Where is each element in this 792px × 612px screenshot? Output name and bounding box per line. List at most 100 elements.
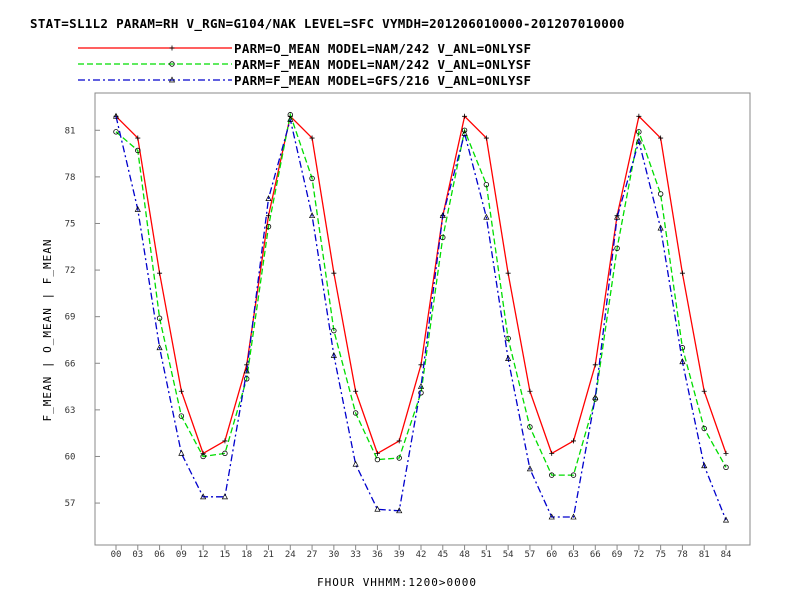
y-tick-label: 57 xyxy=(65,499,76,509)
data-point xyxy=(396,507,403,514)
x-tick-label: 30 xyxy=(328,550,339,560)
data-point xyxy=(156,315,163,321)
x-tick-label: 06 xyxy=(154,550,165,560)
data-point xyxy=(200,493,207,500)
data-point xyxy=(374,505,381,512)
y-tick-label: 60 xyxy=(65,452,76,462)
plot-frame xyxy=(94,92,751,546)
y-tick-label: 75 xyxy=(65,219,76,229)
y-tick-label: 63 xyxy=(65,406,76,416)
y-tick-label: 66 xyxy=(65,359,76,369)
data-point xyxy=(635,137,642,144)
data-point xyxy=(178,449,185,456)
series-0 xyxy=(113,113,729,456)
data-point xyxy=(135,135,141,141)
data-point xyxy=(178,388,184,394)
data-point xyxy=(308,212,316,219)
data-point xyxy=(527,388,533,394)
x-tick-label: 15 xyxy=(220,550,231,560)
data-point xyxy=(549,450,555,456)
data-point xyxy=(331,327,337,334)
data-point xyxy=(135,147,141,154)
data-point xyxy=(265,195,272,201)
data-point xyxy=(723,464,729,471)
data-point xyxy=(679,270,685,276)
data-point xyxy=(200,450,206,456)
data-point xyxy=(418,362,424,368)
series-line xyxy=(115,112,727,476)
series-layer xyxy=(112,112,730,523)
data-point xyxy=(352,410,359,416)
x-tick-label: 78 xyxy=(677,550,688,560)
y-axis-title: F_MEAN | O_MEAN | F_MEAN xyxy=(41,239,54,422)
legend-marker xyxy=(169,61,175,67)
data-point xyxy=(200,453,206,460)
y-tick-label: 69 xyxy=(65,313,76,323)
data-point xyxy=(723,450,729,456)
data-point xyxy=(483,135,489,141)
x-tick-label: 42 xyxy=(416,550,427,560)
x-axis: 00 03 06 09 12 15 18 21 24 27 30 33 36 39 42 45 48 51 54 57… xyxy=(111,545,732,560)
data-point xyxy=(701,425,707,432)
series-1 xyxy=(113,112,729,478)
data-point xyxy=(483,213,490,220)
data-point xyxy=(701,462,708,469)
x-tick-label: 36 xyxy=(372,550,383,560)
data-point xyxy=(570,472,577,478)
data-point xyxy=(527,424,533,430)
data-point xyxy=(113,129,119,135)
data-point xyxy=(526,465,534,472)
legend-marker xyxy=(168,76,176,83)
data-point xyxy=(396,438,402,444)
data-point xyxy=(549,472,555,478)
data-point xyxy=(331,270,337,276)
data-point xyxy=(374,456,381,463)
y-tick-label: 81 xyxy=(65,126,76,136)
series-line xyxy=(115,115,727,455)
data-point xyxy=(505,270,511,276)
legend-entry-o-mean-nam: PARM=O_MEAN MODEL=NAM/242 V_ANL=ONLYSF xyxy=(234,41,532,56)
data-point xyxy=(439,212,446,219)
y-tick-label: 72 xyxy=(65,266,76,276)
y-tick-label: 78 xyxy=(65,173,76,183)
data-point xyxy=(570,513,577,520)
x-tick-label: 84 xyxy=(721,550,732,560)
x-tick-label: 12 xyxy=(198,550,209,560)
data-point xyxy=(396,455,402,461)
x-tick-label: 81 xyxy=(699,550,710,560)
series-2 xyxy=(112,112,730,523)
x-tick-label: 33 xyxy=(350,550,361,560)
data-point xyxy=(353,388,359,394)
data-point xyxy=(701,388,707,394)
x-tick-label: 09 xyxy=(176,550,187,560)
x-tick-label: 72 xyxy=(633,550,644,560)
data-point xyxy=(265,223,272,230)
data-point xyxy=(222,450,228,457)
data-point xyxy=(134,205,141,212)
x-tick-label: 66 xyxy=(590,550,601,560)
x-tick-label: 00 xyxy=(111,550,122,560)
data-point xyxy=(636,129,642,135)
x-tick-label: 18 xyxy=(241,550,252,560)
data-point xyxy=(157,270,163,276)
x-tick-label: 57 xyxy=(525,550,536,560)
data-point xyxy=(658,135,664,141)
x-tick-label: 60 xyxy=(546,550,557,560)
data-point xyxy=(462,113,468,119)
x-tick-label: 39 xyxy=(394,550,405,560)
data-point xyxy=(352,460,359,467)
data-point xyxy=(178,413,185,419)
x-tick-label: 27 xyxy=(307,550,318,560)
x-tick-label: 51 xyxy=(481,550,492,560)
x-tick-label: 63 xyxy=(568,550,579,560)
data-point xyxy=(461,129,468,136)
data-point xyxy=(592,362,598,368)
data-point xyxy=(483,181,490,188)
x-tick-label: 75 xyxy=(655,550,666,560)
data-point xyxy=(309,135,315,141)
data-point xyxy=(330,351,337,358)
data-point xyxy=(548,513,555,520)
data-point xyxy=(374,450,380,456)
legend-entry-f-mean-nam: PARM=F_MEAN MODEL=NAM/242 V_ANL=ONLYSF xyxy=(234,57,532,72)
